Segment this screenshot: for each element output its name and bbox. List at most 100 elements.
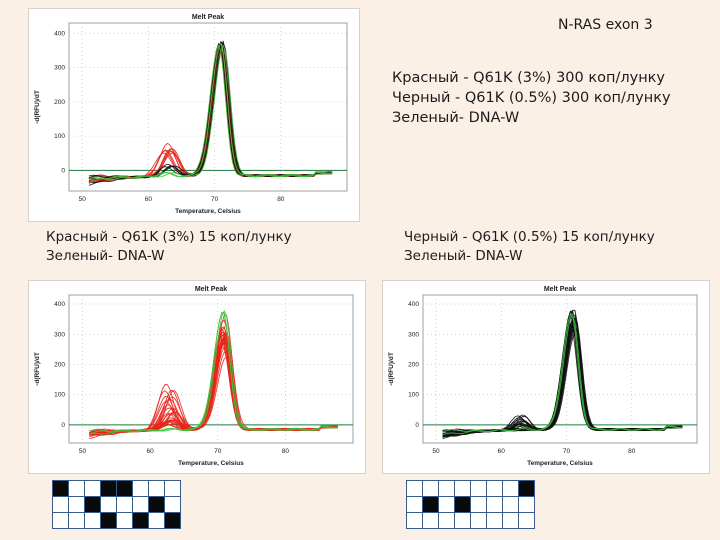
y-tick-label: 0 — [61, 422, 65, 429]
plate-well-empty — [100, 496, 117, 513]
plate-well-empty — [438, 512, 455, 529]
chart-bottom-right: 50 60 70 80 0 100 200 300 400 Melt Peak Temperatur… — [382, 280, 710, 474]
plate-well-empty — [470, 480, 487, 497]
plate-well-empty — [486, 512, 503, 529]
caption-bottom-right-line-2: Зеленый- DNA-W — [404, 248, 523, 264]
plot-area — [68, 294, 354, 444]
plate-well-empty — [502, 512, 519, 529]
plate-well-empty — [68, 496, 85, 513]
y-tick-label: 200 — [408, 361, 419, 368]
plate-well-empty — [116, 512, 133, 529]
y-tick-label: 100 — [54, 392, 65, 399]
plate-well-filled — [116, 480, 133, 497]
y-axis-label: -d(RFU)/dT — [34, 90, 41, 124]
plate-well-filled — [132, 512, 149, 529]
plate-well-empty — [52, 512, 69, 529]
chart-bottom-left-svg: 50 60 70 80 0 100 200 300 400 Melt Peak Temperatur… — [34, 286, 354, 467]
plate-well-empty — [132, 480, 149, 497]
plot-area — [422, 294, 698, 444]
plate-well-filled — [422, 496, 439, 513]
plate-well-filled — [454, 496, 471, 513]
x-tick-label: 50 — [432, 448, 440, 455]
plate-well-empty — [470, 496, 487, 513]
plate-well-empty — [422, 512, 439, 529]
plate-well-empty — [116, 496, 133, 513]
x-tick-label: 80 — [282, 448, 290, 455]
x-axis-label: Temperature, Celsius — [178, 460, 244, 467]
melt-curve-green — [442, 313, 683, 433]
plate-well-empty — [502, 496, 519, 513]
plate-well-empty — [164, 496, 181, 513]
x-tick-label: 70 — [211, 196, 219, 203]
caption-bottom-left-line-2: Зеленый- DNA-W — [46, 248, 165, 264]
chart-bottom-left: 50 60 70 80 0 100 200 300 400 Melt Peak Temperatur… — [28, 280, 366, 474]
plate-well-empty — [422, 480, 439, 497]
melt-curve-green — [442, 313, 683, 436]
chart-title: Melt Peak — [192, 14, 224, 21]
x-axis-label: Temperature, Celsius — [175, 208, 241, 215]
plate-well-filled — [164, 512, 181, 529]
y-tick-label: 0 — [415, 422, 419, 429]
plate-well-empty — [438, 496, 455, 513]
y-tick-label: 400 — [54, 30, 65, 37]
plate-well-empty — [518, 512, 535, 529]
y-tick-label: 200 — [54, 99, 65, 106]
caption-bottom-right: Черный - Q61K (0.5%) 15 коп/лунку Зелены… — [404, 228, 655, 266]
plate-map-right — [406, 480, 535, 529]
plate-well-empty — [68, 480, 85, 497]
x-tick-label: 60 — [145, 196, 153, 203]
plate-well-empty — [148, 512, 165, 529]
x-tick-label: 60 — [147, 448, 155, 455]
plate-row — [52, 496, 181, 513]
legend-top-black: Черный - Q61K (0.5%) 300 коп/лунку — [392, 90, 671, 106]
caption-bottom-left-line-1: Красный - Q61K (3%) 15 коп/лунку — [46, 229, 292, 245]
plate-well-empty — [438, 480, 455, 497]
plate-well-filled — [100, 480, 117, 497]
y-tick-label: 100 — [54, 133, 65, 140]
y-tick-label: 0 — [61, 167, 65, 174]
plate-well-empty — [68, 512, 85, 529]
chart-top: 50 60 70 80 0 100 200 300 400 Melt Peak Temperatur… — [28, 8, 360, 222]
x-tick-label: 80 — [277, 196, 285, 203]
plate-well-empty — [132, 496, 149, 513]
legend-top: Красный - Q61K (3%) 300 коп/лунку Черный… — [392, 68, 671, 128]
plate-well-empty — [84, 480, 101, 497]
x-tick-label: 50 — [79, 196, 87, 203]
melt-curve-red — [89, 331, 338, 435]
y-tick-label: 400 — [408, 301, 419, 308]
x-axis-label: Temperature, Celsius — [527, 460, 593, 467]
melt-curve-green — [88, 42, 333, 180]
legend-top-red: Красный - Q61K (3%) 300 коп/лунку — [392, 70, 666, 86]
plate-well-empty — [502, 480, 519, 497]
x-tick-label: 70 — [214, 448, 222, 455]
x-tick-label: 50 — [79, 448, 87, 455]
plate-map-left — [52, 480, 181, 529]
chart-title: Melt Peak — [544, 286, 576, 293]
plate-row — [406, 480, 535, 497]
plate-well-empty — [52, 496, 69, 513]
plate-well-empty — [518, 496, 535, 513]
plate-well-filled — [518, 480, 535, 497]
page-title: N-RAS exon 3 — [558, 17, 653, 33]
chart-title: Melt Peak — [195, 286, 227, 293]
y-tick-label: 400 — [54, 301, 65, 308]
plate-well-filled — [148, 496, 165, 513]
melt-curve-green — [88, 44, 333, 180]
y-tick-label: 100 — [408, 392, 419, 399]
melt-curve-black — [442, 321, 683, 437]
plate-well-empty — [470, 512, 487, 529]
caption-bottom-left: Красный - Q61K (3%) 15 коп/лунку Зеленый… — [46, 228, 292, 266]
plate-well-empty — [486, 480, 503, 497]
plate-well-filled — [52, 480, 69, 497]
y-tick-label: 200 — [54, 361, 65, 368]
chart-top-svg: 50 60 70 80 0 100 200 300 400 Melt Peak Temperatur… — [34, 14, 348, 215]
x-tick-label: 80 — [628, 448, 636, 455]
y-tick-label: 300 — [408, 331, 419, 338]
plate-well-filled — [84, 496, 101, 513]
caption-bottom-right-line-1: Черный - Q61K (0.5%) 15 коп/лунку — [404, 229, 655, 245]
chart-bottom-right-svg: 50 60 70 80 0 100 200 300 400 Melt Peak Temperatur… — [388, 286, 698, 467]
plate-well-empty — [454, 512, 471, 529]
plate-well-empty — [84, 512, 101, 529]
melt-curve-black — [442, 329, 683, 432]
y-tick-label: 300 — [54, 331, 65, 338]
